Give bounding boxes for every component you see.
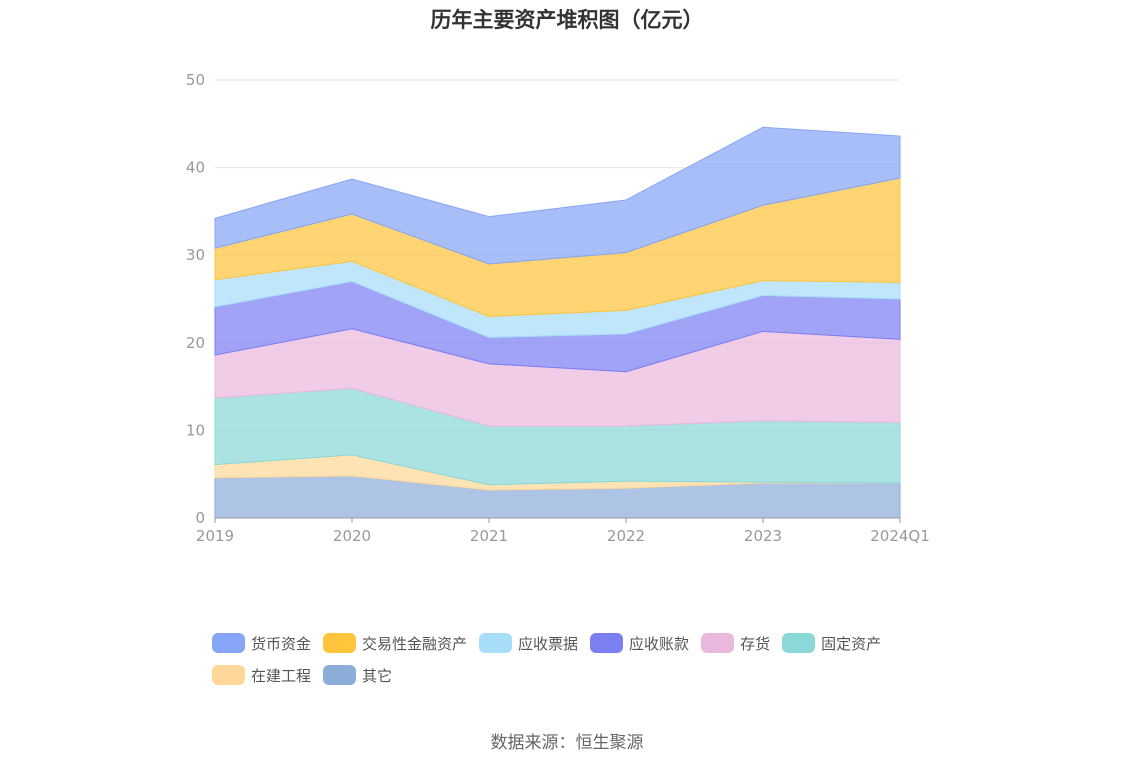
legend-label: 应收票据: [518, 634, 579, 653]
legend-label: 固定资产: [821, 634, 882, 653]
legend-item[interactable]: 交易性金融资产: [323, 632, 467, 654]
x-tick-label: 2022: [607, 527, 645, 545]
legend-item[interactable]: 在建工程: [212, 664, 311, 686]
legend-swatch: [323, 633, 357, 653]
area-series-7: [214, 126, 901, 265]
area-series: [214, 126, 901, 519]
legend-label: 交易性金融资产: [362, 634, 468, 653]
legend-swatch: [323, 665, 357, 685]
legend-swatch: [212, 633, 245, 653]
legend-label: 货币资金: [251, 634, 312, 653]
legend-item[interactable]: 固定资产: [782, 632, 881, 654]
chart-legend: 货币资金 交易性金融资产 应收票据 应收账款 存货 固定资产在建工程 其它: [212, 632, 952, 696]
data-source-note: 数据来源：恒生聚源: [490, 733, 644, 753]
y-tick-label: 50: [186, 71, 205, 89]
legend-item[interactable]: 货币资金: [212, 632, 311, 654]
legend-label: 应收账款: [629, 634, 690, 653]
x-tick-label: 2020: [333, 527, 371, 545]
legend-item[interactable]: 应收账款: [590, 632, 689, 654]
stacked-area-chart: 0 10 20 30 40 50 2019 2020 2021 2022 2023 2024Q1: [186, 71, 930, 545]
legend-swatch: [701, 633, 735, 653]
legend-swatch: [212, 665, 245, 685]
y-tick-label: 40: [186, 159, 205, 177]
legend-swatch: [782, 633, 816, 653]
legend-item[interactable]: 其它: [323, 664, 392, 686]
chart-title: 历年主要资产堆积图（亿元）: [430, 8, 704, 32]
legend-item[interactable]: 应收票据: [479, 632, 578, 654]
y-tick-label: 30: [186, 246, 205, 264]
x-tick-label: 2019: [196, 527, 234, 545]
x-tick-label: 2023: [744, 527, 782, 545]
x-tick-label: 2024Q1: [870, 527, 930, 545]
axes: 0 10 20 30 40 50 2019 2020 2021 2022 2023 2024Q1: [186, 71, 930, 545]
legend-label: 其它: [362, 666, 393, 685]
legend-label: 在建工程: [251, 666, 312, 685]
legend-item[interactable]: 存货: [701, 632, 770, 654]
y-tick-label: 10: [186, 421, 205, 439]
x-tick-label: 2021: [470, 527, 508, 545]
legend-swatch: [479, 633, 513, 653]
legend-label: 存货: [740, 634, 771, 653]
y-tick-label: 20: [186, 334, 205, 352]
y-tick-label: 0: [195, 509, 205, 527]
legend-swatch: [590, 633, 624, 653]
